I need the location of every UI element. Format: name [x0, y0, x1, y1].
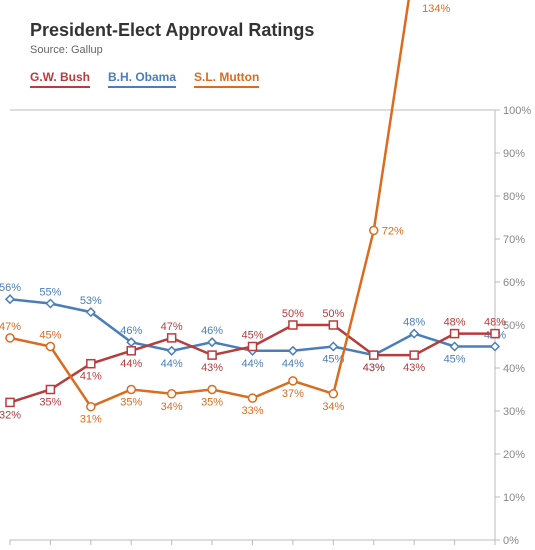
y-tick-label: 50%: [503, 320, 525, 332]
value-label-mutton: 72%: [382, 225, 404, 237]
marker-mutton: [329, 390, 337, 398]
marker-bush: [168, 334, 176, 342]
marker-obama: [329, 343, 337, 351]
y-tick-label: 100%: [503, 105, 531, 117]
marker-obama: [491, 343, 499, 351]
marker-mutton: [370, 226, 378, 234]
value-label-obama: 46%: [201, 325, 223, 337]
value-label-mutton: 37%: [282, 388, 304, 400]
value-label-bush: 41%: [80, 371, 102, 383]
value-label-mutton: 134%: [422, 3, 450, 15]
value-label-obama: 53%: [80, 295, 102, 307]
value-label-bush: 45%: [241, 330, 263, 342]
value-label-mutton: 47%: [0, 321, 21, 333]
marker-obama: [168, 347, 176, 355]
y-tick-label: 90%: [503, 148, 525, 160]
value-label-bush: 47%: [161, 321, 183, 333]
value-label-obama: 46%: [120, 325, 142, 337]
value-label-bush: 50%: [282, 308, 304, 320]
marker-mutton: [208, 386, 216, 394]
value-label-obama: 44%: [161, 358, 183, 370]
y-tick-label: 40%: [503, 363, 525, 375]
marker-bush: [329, 321, 337, 329]
value-label-mutton: 35%: [120, 397, 142, 409]
marker-bush: [410, 351, 418, 359]
value-label-obama: 44%: [241, 358, 263, 370]
value-label-obama: 48%: [403, 317, 425, 329]
marker-bush: [127, 347, 135, 355]
y-tick-label: 10%: [503, 492, 525, 504]
marker-mutton: [127, 386, 135, 394]
value-label-mutton: 31%: [80, 414, 102, 426]
marker-obama: [6, 295, 14, 303]
y-tick-label: 60%: [503, 277, 525, 289]
y-tick-label: 20%: [503, 449, 525, 461]
marker-mutton: [87, 403, 95, 411]
marker-obama: [208, 338, 216, 346]
value-label-obama: 45%: [444, 354, 466, 366]
value-label-obama: 55%: [39, 287, 61, 299]
value-label-mutton: 34%: [161, 401, 183, 413]
marker-mutton: [289, 377, 297, 385]
value-label-mutton: 35%: [201, 397, 223, 409]
value-label-mutton: 33%: [241, 405, 263, 417]
y-tick-label: 30%: [503, 406, 525, 418]
value-label-bush: 44%: [120, 358, 142, 370]
marker-bush: [451, 330, 459, 338]
value-label-bush: 48%: [484, 317, 506, 329]
marker-obama: [289, 347, 297, 355]
marker-obama: [46, 300, 54, 308]
y-tick-label: 70%: [503, 234, 525, 246]
value-label-bush: 43%: [403, 362, 425, 374]
value-label-bush: 43%: [363, 362, 385, 374]
value-label-bush: 48%: [444, 317, 466, 329]
y-tick-label: 0%: [503, 535, 519, 547]
marker-bush: [249, 343, 257, 351]
value-label-bush: 43%: [201, 362, 223, 374]
marker-bush: [289, 321, 297, 329]
marker-mutton: [168, 390, 176, 398]
value-label-mutton: 45%: [39, 330, 61, 342]
marker-bush: [208, 351, 216, 359]
value-label-bush: 35%: [39, 397, 61, 409]
marker-mutton: [46, 343, 54, 351]
marker-bush: [491, 330, 499, 338]
value-label-mutton: 34%: [322, 401, 344, 413]
value-label-obama: 56%: [0, 282, 21, 294]
marker-bush: [370, 351, 378, 359]
marker-mutton: [249, 394, 257, 402]
marker-bush: [46, 386, 54, 394]
value-label-bush: 32%: [0, 409, 21, 421]
value-label-bush: 50%: [322, 308, 344, 320]
value-label-obama: 44%: [282, 358, 304, 370]
marker-mutton: [6, 334, 14, 342]
marker-bush: [6, 398, 14, 406]
marker-bush: [87, 360, 95, 368]
chart-plot: 0% 10% 20% 30% 40% 50% 60% 70% 80% 90% 100% 56% 55% 5…: [0, 0, 535, 550]
marker-obama: [451, 343, 459, 351]
y-tick-label: 80%: [503, 191, 525, 203]
